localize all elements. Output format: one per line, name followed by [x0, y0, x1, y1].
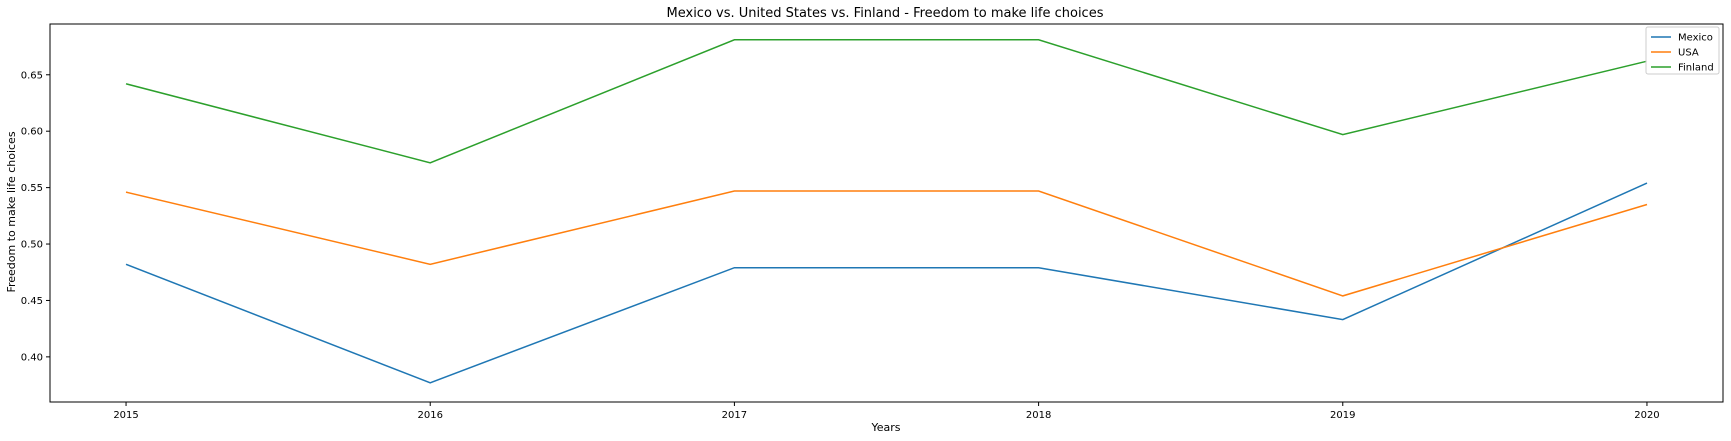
- x-tick-label: 2017: [722, 410, 747, 421]
- y-tick-label: 0.60: [21, 127, 43, 138]
- legend-label: Finland: [1678, 63, 1714, 74]
- x-tick-label: 2016: [418, 410, 443, 421]
- y-tick-label: 0.65: [21, 70, 43, 81]
- legend-label: USA: [1678, 48, 1699, 59]
- series-line-usa: [125, 190, 1648, 297]
- y-tick-label: 0.40: [21, 352, 43, 363]
- x-tick-label: 2015: [113, 410, 138, 421]
- x-axis: 2015 2016 2017 2018 2019 2020: [113, 402, 1660, 421]
- x-tick-label: 2020: [1634, 410, 1659, 421]
- y-axis-label: Freedom to make life choices: [5, 131, 18, 292]
- chart-title: Mexico vs. United States vs. Finland - F…: [667, 6, 1104, 21]
- y-tick-label: 0.45: [21, 296, 43, 307]
- legend-box: [1645, 26, 1720, 75]
- x-tick-label: 2019: [1330, 410, 1355, 421]
- plot-area-frame: [49, 23, 1724, 403]
- y-tick-label: 0.55: [21, 183, 43, 194]
- y-tick-label: 0.50: [21, 240, 43, 251]
- legend-label: Mexico: [1678, 33, 1713, 44]
- series-lines: [125, 39, 1648, 384]
- y-axis: 0.40 0.45 0.50 0.55 0.60 0.65: [21, 70, 50, 363]
- x-tick-label: 2018: [1026, 410, 1051, 421]
- series-line-mexico: [125, 182, 1648, 384]
- series-line-finland: [125, 39, 1648, 164]
- x-axis-label: Years: [870, 421, 900, 434]
- legend: Mexico USA Finland: [1645, 26, 1720, 75]
